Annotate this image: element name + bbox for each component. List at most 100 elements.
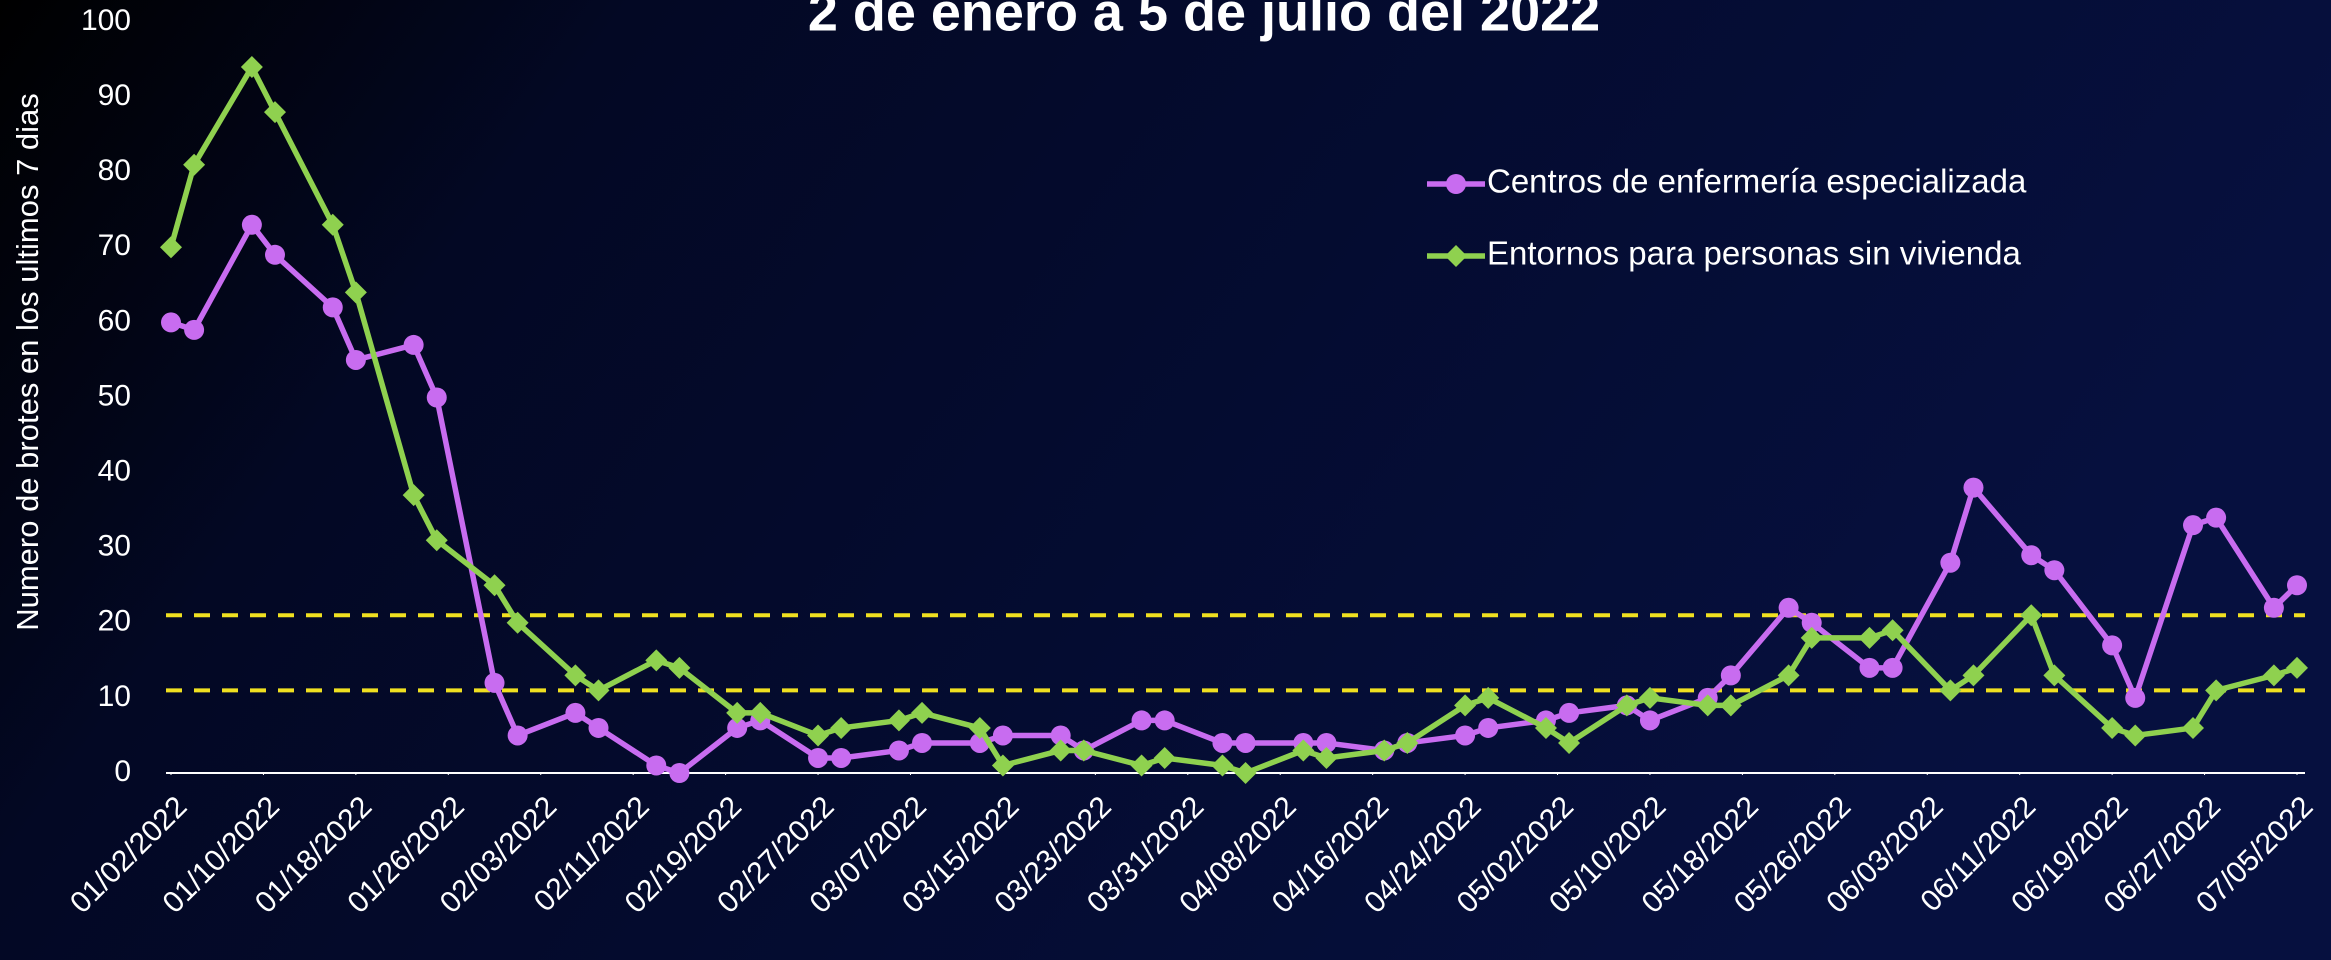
marker (1963, 477, 1984, 498)
marker (2044, 560, 2065, 581)
marker (1801, 612, 1822, 633)
marker (2124, 724, 2147, 747)
marker (1212, 732, 1233, 753)
marker (2021, 545, 2042, 566)
marker (2125, 687, 2146, 708)
marker (484, 672, 505, 693)
marker (1719, 694, 1742, 717)
marker (565, 702, 586, 723)
marker (727, 717, 748, 738)
legend-label: Centros de enfermería especializada (1487, 163, 2027, 200)
marker (1235, 732, 1256, 753)
y-tick-label: 40 (98, 455, 131, 488)
marker (1131, 710, 1152, 731)
marker (1778, 597, 1799, 618)
marker (749, 701, 772, 724)
marker (402, 484, 425, 507)
marker (1454, 694, 1477, 717)
marker (240, 56, 263, 79)
marker (2205, 679, 2228, 702)
marker (425, 529, 448, 552)
marker (1316, 732, 1337, 753)
y-tick-label: 30 (98, 530, 131, 563)
marker (1315, 746, 1338, 769)
marker (345, 349, 366, 370)
marker (2262, 664, 2285, 687)
marker (2182, 716, 2205, 739)
marker (344, 281, 367, 304)
marker (2101, 716, 2124, 739)
marker (321, 213, 344, 236)
marker (1446, 174, 1466, 194)
marker (426, 387, 447, 408)
marker (160, 236, 182, 259)
marker (587, 679, 610, 702)
marker (1373, 739, 1396, 762)
marker (2287, 575, 2307, 596)
marker (669, 763, 690, 783)
marker (2020, 604, 2043, 627)
marker (1859, 657, 1880, 678)
marker (2263, 597, 2284, 618)
marker (992, 725, 1013, 746)
marker (1962, 664, 1985, 687)
marker (991, 754, 1014, 777)
y-axis-label: Numero de brotes en los ultimos 7 dias (10, 93, 45, 631)
y-tick-label: 60 (98, 304, 131, 337)
marker (645, 649, 668, 672)
chart-title: 2 de enero a 5 de julio del 2022 (808, 0, 1600, 42)
marker (483, 574, 506, 597)
marker (1939, 679, 1962, 702)
marker (2286, 656, 2308, 679)
marker (241, 214, 262, 235)
y-tick-label: 100 (81, 4, 131, 37)
marker (507, 725, 528, 746)
marker (1153, 746, 1176, 769)
marker (831, 747, 852, 768)
marker (1559, 702, 1580, 723)
y-tick-label: 70 (98, 229, 131, 262)
marker (564, 664, 587, 687)
y-tick-label: 90 (98, 79, 131, 112)
marker (1154, 710, 1175, 731)
marker (1558, 731, 1581, 754)
marker (506, 611, 529, 634)
marker (2183, 515, 2204, 536)
marker (1396, 731, 1419, 754)
y-tick-label: 50 (98, 379, 131, 412)
marker (1638, 686, 1661, 709)
marker (1049, 739, 1072, 762)
marker (264, 244, 285, 265)
y-tick-label: 20 (98, 605, 131, 638)
marker (1234, 762, 1257, 784)
marker (1292, 739, 1315, 762)
marker (830, 716, 853, 739)
marker (668, 656, 691, 679)
marker (1455, 725, 1476, 746)
y-tick-label: 0 (114, 755, 131, 788)
marker (1720, 665, 1741, 686)
marker (1881, 619, 1904, 642)
marker (2043, 664, 2066, 687)
marker (888, 740, 909, 761)
marker (968, 716, 991, 739)
y-tick-label: 10 (98, 680, 131, 713)
marker (1639, 710, 1660, 731)
marker (912, 732, 933, 753)
marker (1777, 664, 1800, 687)
legend-label: Entornos para personas sin vivienda (1487, 235, 2021, 272)
marker (1800, 626, 1823, 649)
marker (322, 297, 343, 318)
marker (263, 101, 286, 124)
marker (588, 717, 609, 738)
marker (2102, 635, 2123, 656)
marker (887, 709, 910, 732)
marker (1858, 626, 1881, 649)
marker (403, 334, 424, 355)
marker (1882, 657, 1903, 678)
marker (807, 724, 830, 747)
marker (1696, 694, 1719, 717)
